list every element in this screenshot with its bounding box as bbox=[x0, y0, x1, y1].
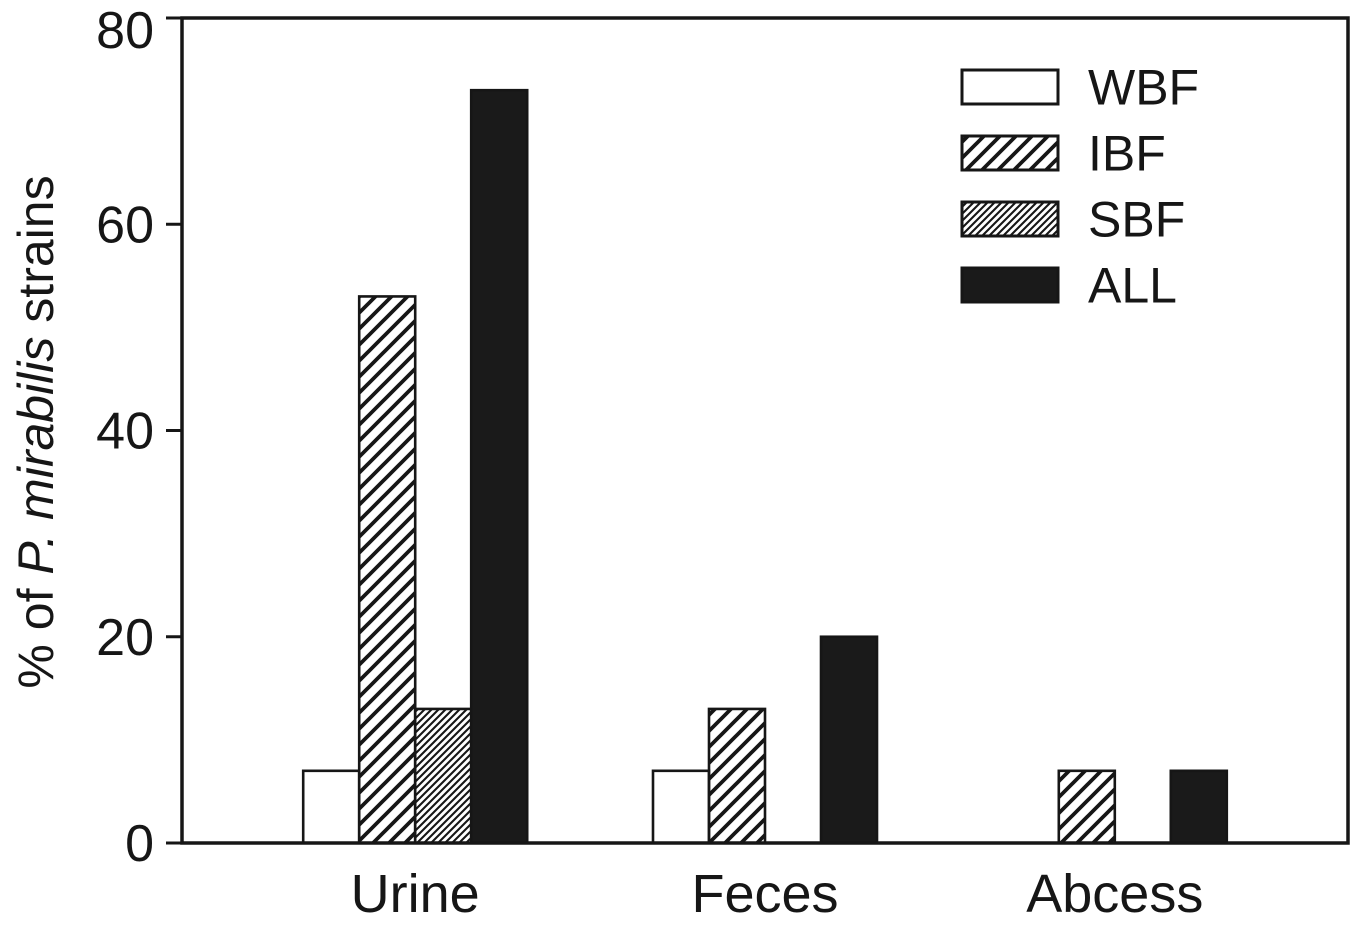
x-category-label: Feces bbox=[691, 864, 838, 924]
legend-swatch-solid bbox=[960, 266, 1060, 304]
bar-all-urine bbox=[469, 88, 529, 845]
legend-swatch-dense-hatch bbox=[960, 200, 1060, 238]
legend-swatch-hatch bbox=[960, 134, 1060, 172]
y-axis-title-prefix: % of bbox=[8, 574, 64, 689]
bar-sbf-urine bbox=[413, 707, 473, 845]
y-axis-title-suffix: strains bbox=[8, 175, 64, 337]
legend-item-wbf: WBF bbox=[960, 60, 1199, 116]
y-tick-label: 60 bbox=[96, 196, 154, 254]
x-category-label: Abcess bbox=[1026, 864, 1203, 924]
x-category-label: Urine bbox=[351, 864, 480, 924]
legend-label: IBF bbox=[1088, 126, 1166, 182]
y-axis-title: % of P. mirabilis strains bbox=[7, 175, 65, 688]
bar-ibf-urine bbox=[357, 295, 417, 845]
legend-item-ibf: IBF bbox=[960, 126, 1166, 182]
y-tick-label: 40 bbox=[96, 403, 154, 461]
bar-wbf-feces bbox=[651, 769, 711, 845]
legend-item-all: ALL bbox=[960, 258, 1177, 314]
plot-frame bbox=[180, 16, 1350, 845]
bar-ibf-feces bbox=[707, 707, 767, 845]
y-tick-label: 20 bbox=[96, 609, 154, 667]
y-tick-label: 0 bbox=[125, 815, 154, 873]
bar-all-abcess bbox=[1169, 769, 1229, 845]
legend-swatch-open bbox=[960, 68, 1060, 106]
y-axis-title-italic: P. mirabilis bbox=[8, 336, 64, 575]
legend-item-sbf: SBF bbox=[960, 192, 1185, 248]
bar-wbf-urine bbox=[301, 769, 361, 845]
legend-label: SBF bbox=[1088, 192, 1185, 248]
legend-label: WBF bbox=[1088, 60, 1199, 116]
y-tick-label: 80 bbox=[96, 2, 154, 60]
legend-label: ALL bbox=[1088, 258, 1177, 314]
bar-ibf-abcess bbox=[1057, 769, 1117, 845]
bar-all-feces bbox=[819, 635, 879, 845]
